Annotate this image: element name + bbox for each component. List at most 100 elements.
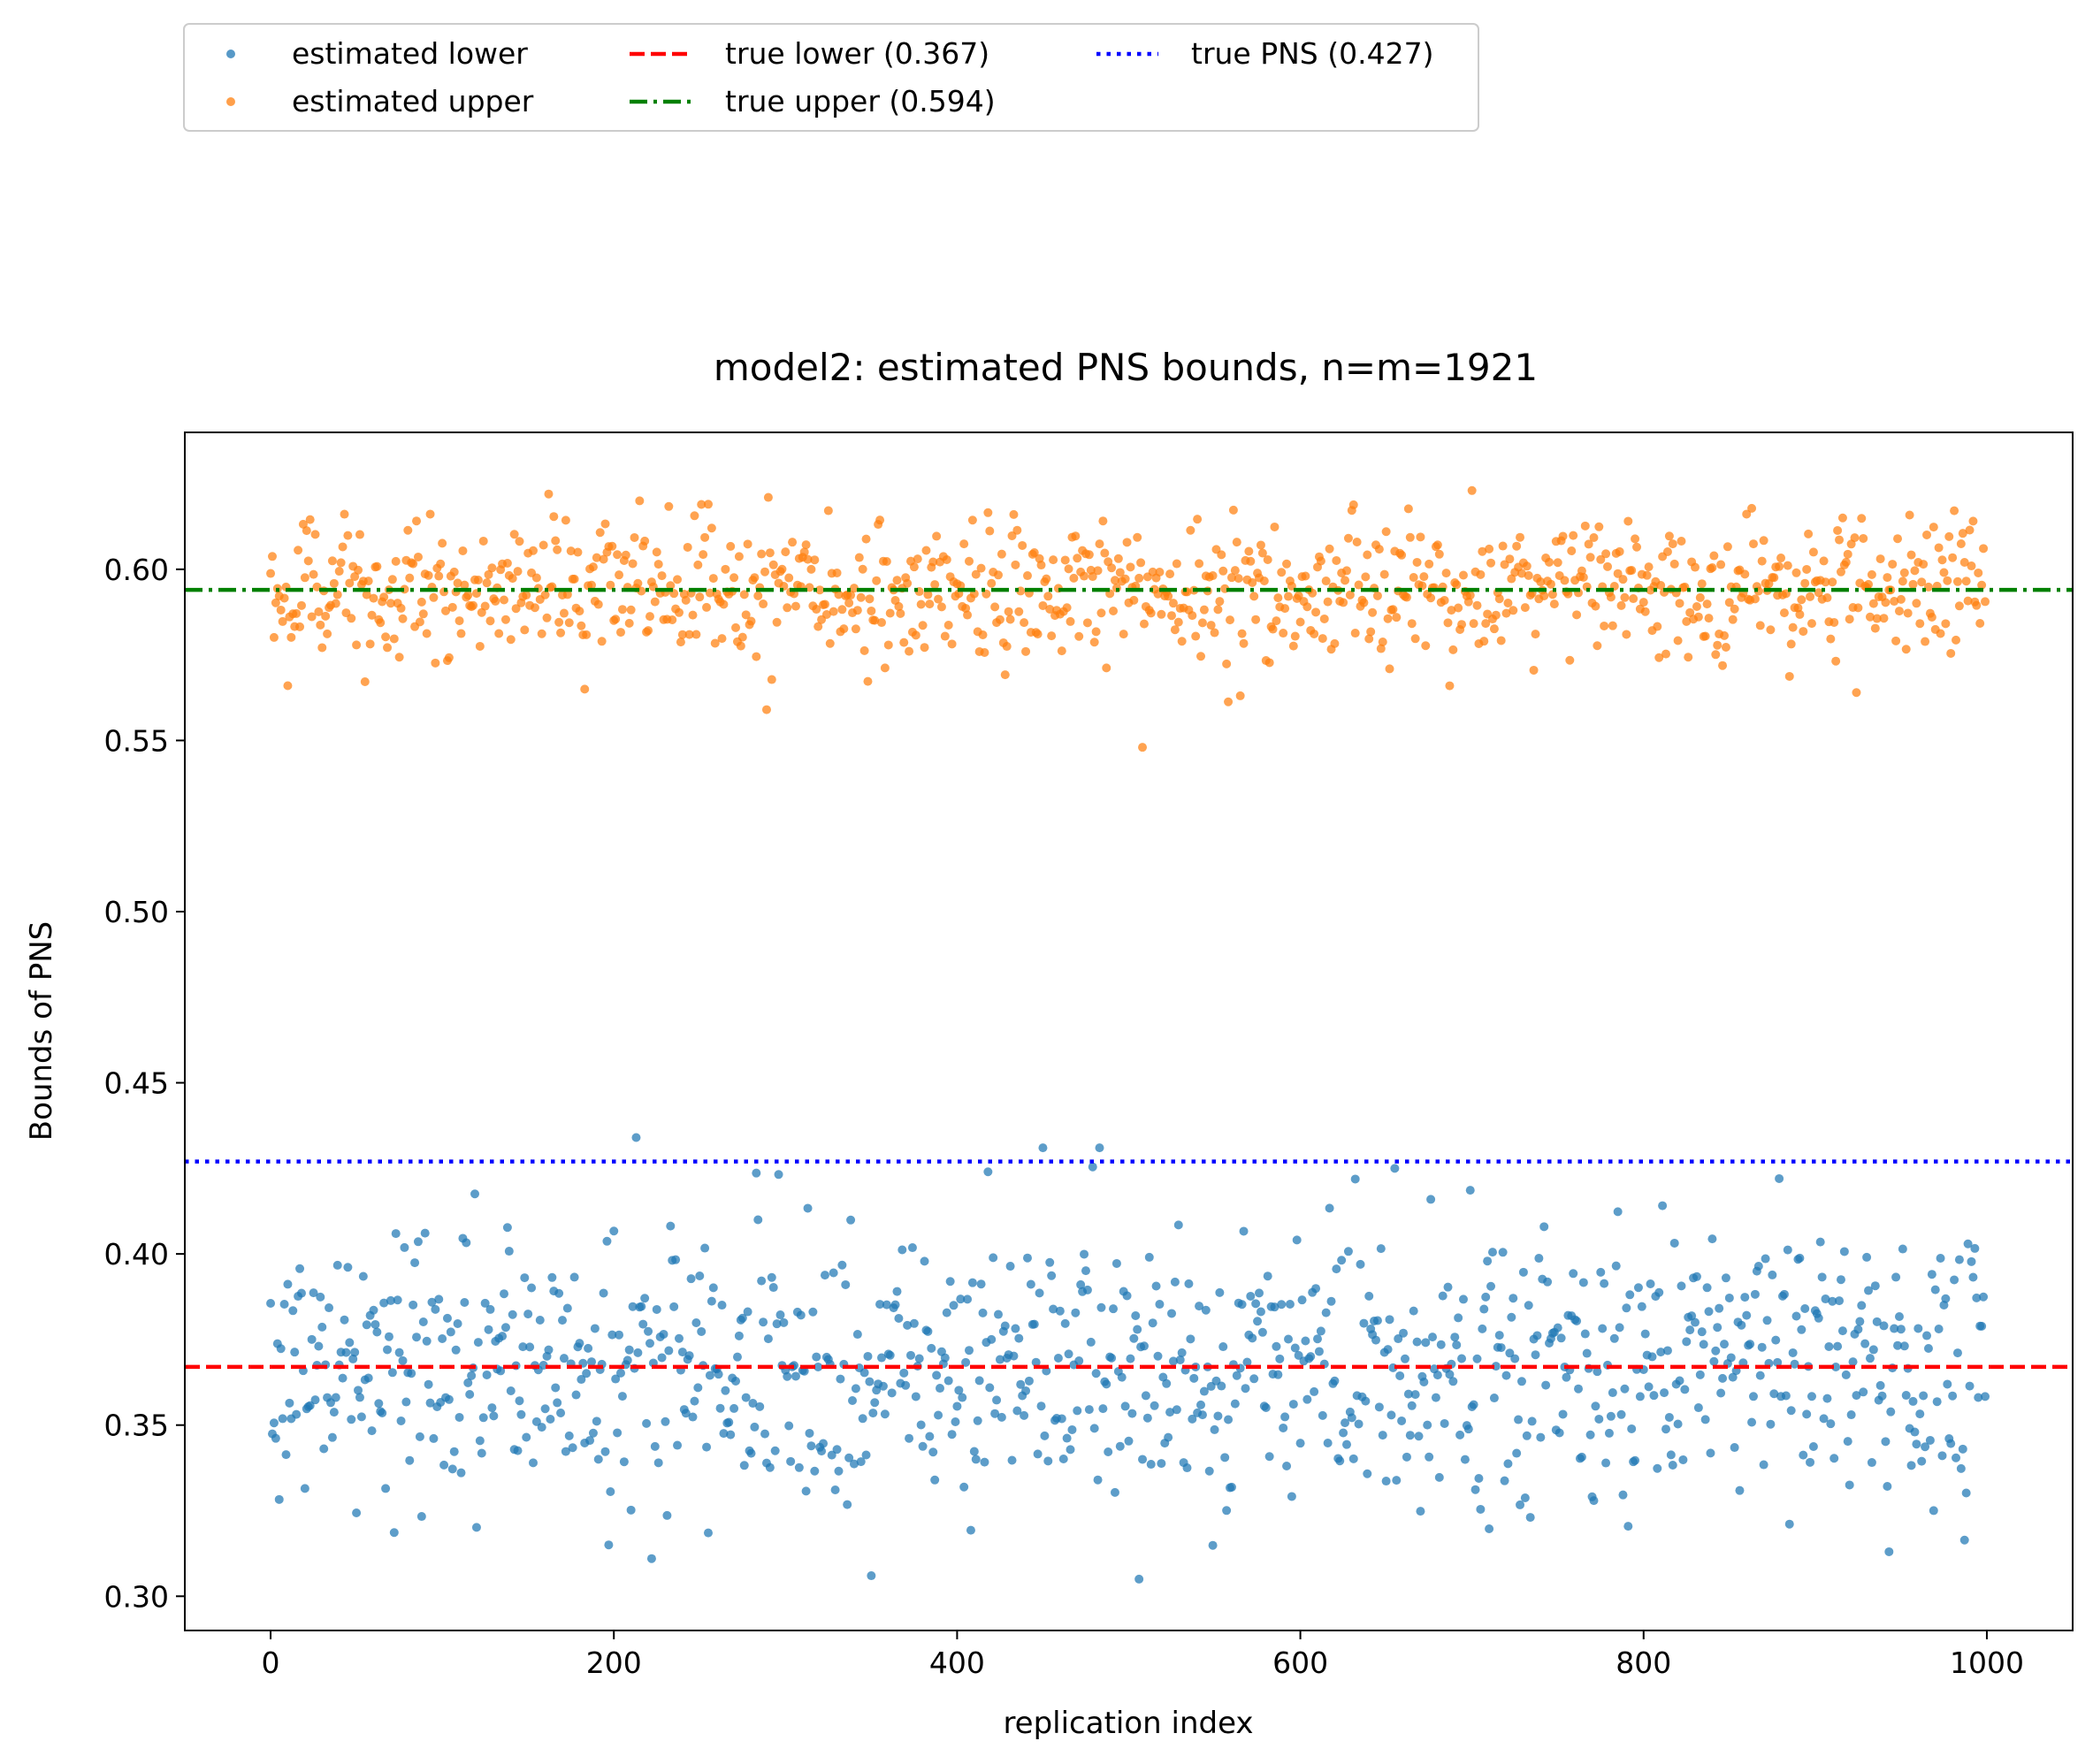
- upper-point: [870, 615, 880, 625]
- lower-point: [1325, 1203, 1334, 1213]
- lower-point: [1797, 1325, 1807, 1334]
- upper-point: [1210, 628, 1219, 638]
- lower-point: [1043, 1456, 1053, 1466]
- lower-point: [985, 1383, 995, 1393]
- upper-point: [1870, 623, 1880, 633]
- lower-point: [1934, 1324, 1944, 1333]
- upper-point: [1927, 613, 1936, 622]
- lower-point: [496, 1366, 506, 1376]
- lower-point: [1687, 1311, 1697, 1321]
- lower-point: [1956, 1463, 1966, 1473]
- lower-point: [945, 1277, 955, 1287]
- upper-point: [588, 562, 598, 572]
- lower-point: [1881, 1437, 1891, 1447]
- upper-point: [851, 624, 860, 634]
- upper-point: [1872, 614, 1882, 623]
- upper-point: [844, 598, 854, 607]
- upper-point: [633, 578, 643, 588]
- lower-point: [1196, 1400, 1206, 1409]
- lower-point: [1067, 1424, 1077, 1434]
- lower-point: [1742, 1310, 1752, 1320]
- upper-point: [1721, 643, 1730, 653]
- lower-point: [834, 1466, 844, 1476]
- lower-point: [515, 1396, 524, 1406]
- upper-point: [1188, 611, 1197, 621]
- lower-point: [391, 1229, 401, 1239]
- lower-point: [307, 1334, 317, 1344]
- lower-point: [1335, 1456, 1345, 1466]
- lower-point: [958, 1393, 967, 1402]
- lower-point: [1713, 1323, 1723, 1333]
- lower-point: [1771, 1335, 1781, 1345]
- lower-point: [489, 1411, 499, 1421]
- upper-point: [1905, 510, 1914, 520]
- lower-point: [478, 1413, 488, 1423]
- lower-point: [1275, 1354, 1285, 1363]
- lower-point: [1073, 1406, 1082, 1416]
- lower-point: [1279, 1423, 1288, 1432]
- upper-point: [429, 592, 439, 602]
- lower-point: [296, 1288, 306, 1298]
- upper-point: [369, 593, 378, 603]
- upper-point: [1501, 608, 1511, 618]
- y-tick-label: 0.50: [104, 895, 169, 929]
- lower-point: [995, 1355, 1004, 1364]
- lower-point: [569, 1272, 579, 1282]
- upper-point: [1632, 542, 1642, 552]
- lower-point: [1261, 1403, 1271, 1413]
- lower-point: [439, 1460, 449, 1470]
- upper-point: [1257, 548, 1267, 558]
- upper-point: [699, 550, 708, 560]
- lower-point: [1808, 1442, 1818, 1452]
- lower-point: [442, 1313, 452, 1323]
- lower-point: [1372, 1316, 1382, 1325]
- lower-point: [561, 1447, 570, 1456]
- upper-point: [1021, 646, 1031, 656]
- lower-point: [755, 1401, 765, 1411]
- upper-point: [980, 648, 989, 657]
- lower-point: [1898, 1244, 1907, 1254]
- lower-point: [851, 1384, 860, 1394]
- lower-point: [575, 1339, 584, 1348]
- upper-point: [321, 611, 331, 621]
- lower-point: [894, 1314, 904, 1323]
- upper-point: [1822, 593, 1832, 603]
- upper-point: [913, 554, 922, 564]
- lower-point: [717, 1301, 727, 1310]
- upper-point: [1230, 566, 1240, 576]
- upper-point: [1033, 630, 1043, 639]
- lower-point: [470, 1189, 480, 1199]
- upper-point: [1481, 619, 1491, 629]
- lower-point: [1715, 1303, 1724, 1313]
- upper-point: [1775, 561, 1784, 571]
- lower-point: [455, 1412, 464, 1422]
- lower-point: [911, 1392, 920, 1401]
- lower-point: [1109, 1304, 1119, 1314]
- lower-point: [732, 1352, 742, 1362]
- upper-point: [1879, 614, 1889, 623]
- lower-point: [719, 1429, 729, 1439]
- lower-point: [1852, 1391, 1861, 1401]
- lower-points-group: [266, 1133, 1990, 1584]
- upper-point: [537, 629, 546, 638]
- lower-point: [540, 1404, 550, 1414]
- lower-point: [1857, 1301, 1867, 1310]
- lower-point: [739, 1461, 749, 1470]
- lower-point: [619, 1457, 629, 1467]
- lower-point: [520, 1273, 530, 1283]
- upper-point: [561, 515, 570, 525]
- upper-point: [856, 592, 866, 602]
- upper-point: [1452, 580, 1462, 590]
- upper-point: [985, 526, 995, 536]
- lower-point: [1952, 1348, 1962, 1358]
- upper-point: [987, 578, 997, 588]
- upper-point: [1845, 615, 1854, 624]
- upper-point: [894, 601, 904, 611]
- upper-point: [1755, 621, 1765, 630]
- lower-point: [1448, 1377, 1458, 1386]
- upper-point: [372, 561, 382, 571]
- upper-point: [1669, 559, 1679, 569]
- lower-point: [1255, 1288, 1264, 1298]
- lower-point: [571, 1390, 581, 1400]
- lower-point: [1098, 1404, 1108, 1414]
